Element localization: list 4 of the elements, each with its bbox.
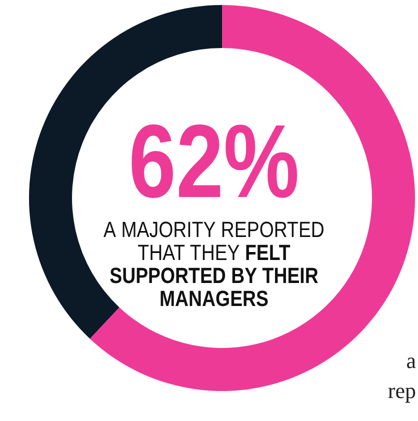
text: A MAJORITY REPORTED THAT THEY FELT SUPPORTED BY THEIR MANAGERS bbox=[104, 218, 324, 312]
text: 62% bbox=[128, 104, 300, 220]
text: a bbox=[406, 348, 416, 373]
text: rep bbox=[388, 378, 416, 403]
